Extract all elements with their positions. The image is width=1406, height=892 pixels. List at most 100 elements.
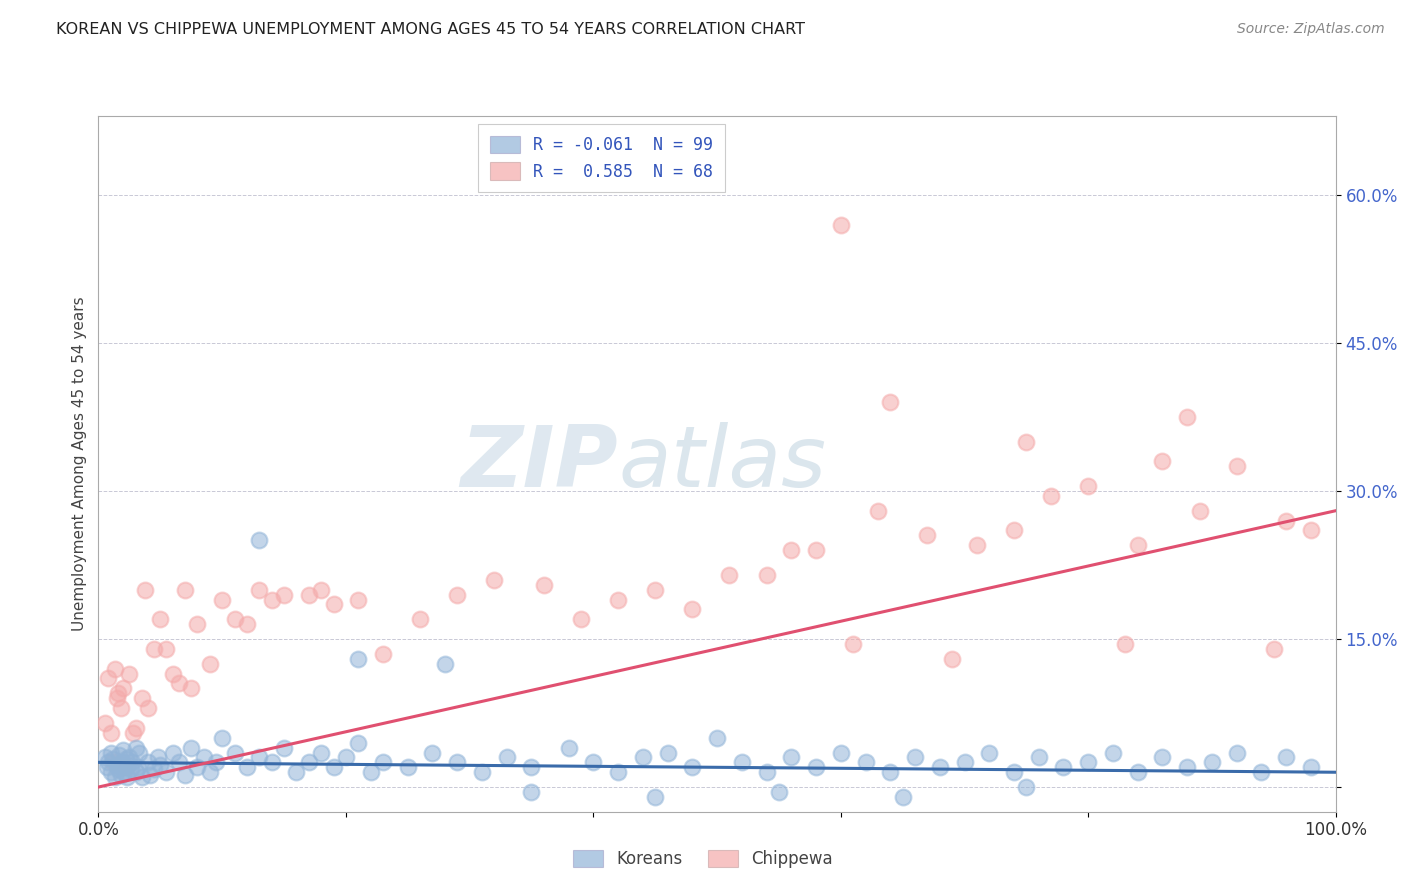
Point xyxy=(260,756,283,770)
Point xyxy=(471,765,494,780)
Point xyxy=(174,582,197,597)
Point xyxy=(755,567,778,582)
Point xyxy=(904,750,927,764)
Point xyxy=(273,588,295,602)
Point xyxy=(115,770,138,784)
Point xyxy=(1002,524,1025,538)
Point xyxy=(103,770,125,784)
Point xyxy=(103,756,125,770)
Point xyxy=(100,765,122,780)
Point xyxy=(180,681,202,696)
Point xyxy=(236,760,259,774)
Point xyxy=(1015,434,1038,449)
Point xyxy=(167,756,190,770)
Point xyxy=(127,760,149,774)
Point xyxy=(155,765,177,780)
Point xyxy=(1052,760,1074,774)
Point xyxy=(224,746,246,760)
Point xyxy=(155,641,177,656)
Point xyxy=(780,750,803,764)
Point xyxy=(247,533,270,548)
Point xyxy=(107,762,129,776)
Point xyxy=(1077,756,1099,770)
Point xyxy=(107,686,129,700)
Point xyxy=(879,395,901,409)
Point xyxy=(979,746,1001,760)
Point xyxy=(97,756,120,770)
Point xyxy=(681,760,703,774)
Point xyxy=(1201,756,1223,770)
Point xyxy=(211,592,233,607)
Point xyxy=(117,758,139,772)
Point xyxy=(1175,409,1198,424)
Point xyxy=(533,578,555,592)
Point xyxy=(112,765,135,780)
Point xyxy=(211,731,233,745)
Point xyxy=(124,740,146,755)
Point xyxy=(224,612,246,626)
Point xyxy=(114,760,136,774)
Point xyxy=(186,760,208,774)
Point xyxy=(347,736,370,750)
Point xyxy=(422,746,444,760)
Point xyxy=(335,750,357,764)
Point xyxy=(205,756,228,770)
Point xyxy=(347,592,370,607)
Point xyxy=(236,617,259,632)
Point xyxy=(569,612,592,626)
Point xyxy=(118,750,141,764)
Text: Source: ZipAtlas.com: Source: ZipAtlas.com xyxy=(1237,22,1385,37)
Point xyxy=(124,765,146,780)
Point xyxy=(768,785,790,799)
Point xyxy=(105,691,128,706)
Point xyxy=(273,740,295,755)
Point xyxy=(953,756,976,770)
Point xyxy=(167,676,190,690)
Point xyxy=(1226,459,1249,474)
Point xyxy=(631,750,654,764)
Point xyxy=(136,756,159,770)
Point xyxy=(105,758,128,772)
Point xyxy=(103,752,125,766)
Point xyxy=(396,760,419,774)
Point xyxy=(143,641,166,656)
Point xyxy=(112,681,135,696)
Point xyxy=(917,528,939,542)
Point xyxy=(309,582,332,597)
Point xyxy=(112,760,135,774)
Point xyxy=(681,602,703,616)
Point xyxy=(93,715,115,730)
Point xyxy=(186,617,208,632)
Point xyxy=(198,765,221,780)
Point xyxy=(139,768,162,782)
Point xyxy=(891,789,914,804)
Point xyxy=(93,750,115,764)
Point xyxy=(162,666,184,681)
Point xyxy=(110,701,132,715)
Point xyxy=(830,746,852,760)
Text: KOREAN VS CHIPPEWA UNEMPLOYMENT AMONG AGES 45 TO 54 YEARS CORRELATION CHART: KOREAN VS CHIPPEWA UNEMPLOYMENT AMONG AG… xyxy=(56,22,806,37)
Point xyxy=(128,746,150,760)
Point xyxy=(879,765,901,780)
Point xyxy=(285,765,308,780)
Point xyxy=(198,657,221,671)
Point xyxy=(131,691,153,706)
Point xyxy=(1002,765,1025,780)
Point xyxy=(118,666,141,681)
Text: atlas: atlas xyxy=(619,422,827,506)
Point xyxy=(804,760,827,774)
Point xyxy=(110,768,132,782)
Point xyxy=(520,785,543,799)
Point xyxy=(347,652,370,666)
Point xyxy=(146,750,169,764)
Point xyxy=(149,758,172,772)
Legend: Koreans, Chippewa: Koreans, Chippewa xyxy=(567,843,839,875)
Point xyxy=(966,538,988,552)
Point xyxy=(644,582,666,597)
Point xyxy=(103,662,125,676)
Point xyxy=(830,218,852,232)
Point xyxy=(298,756,321,770)
Point xyxy=(131,770,153,784)
Point xyxy=(111,756,134,770)
Point xyxy=(557,740,579,755)
